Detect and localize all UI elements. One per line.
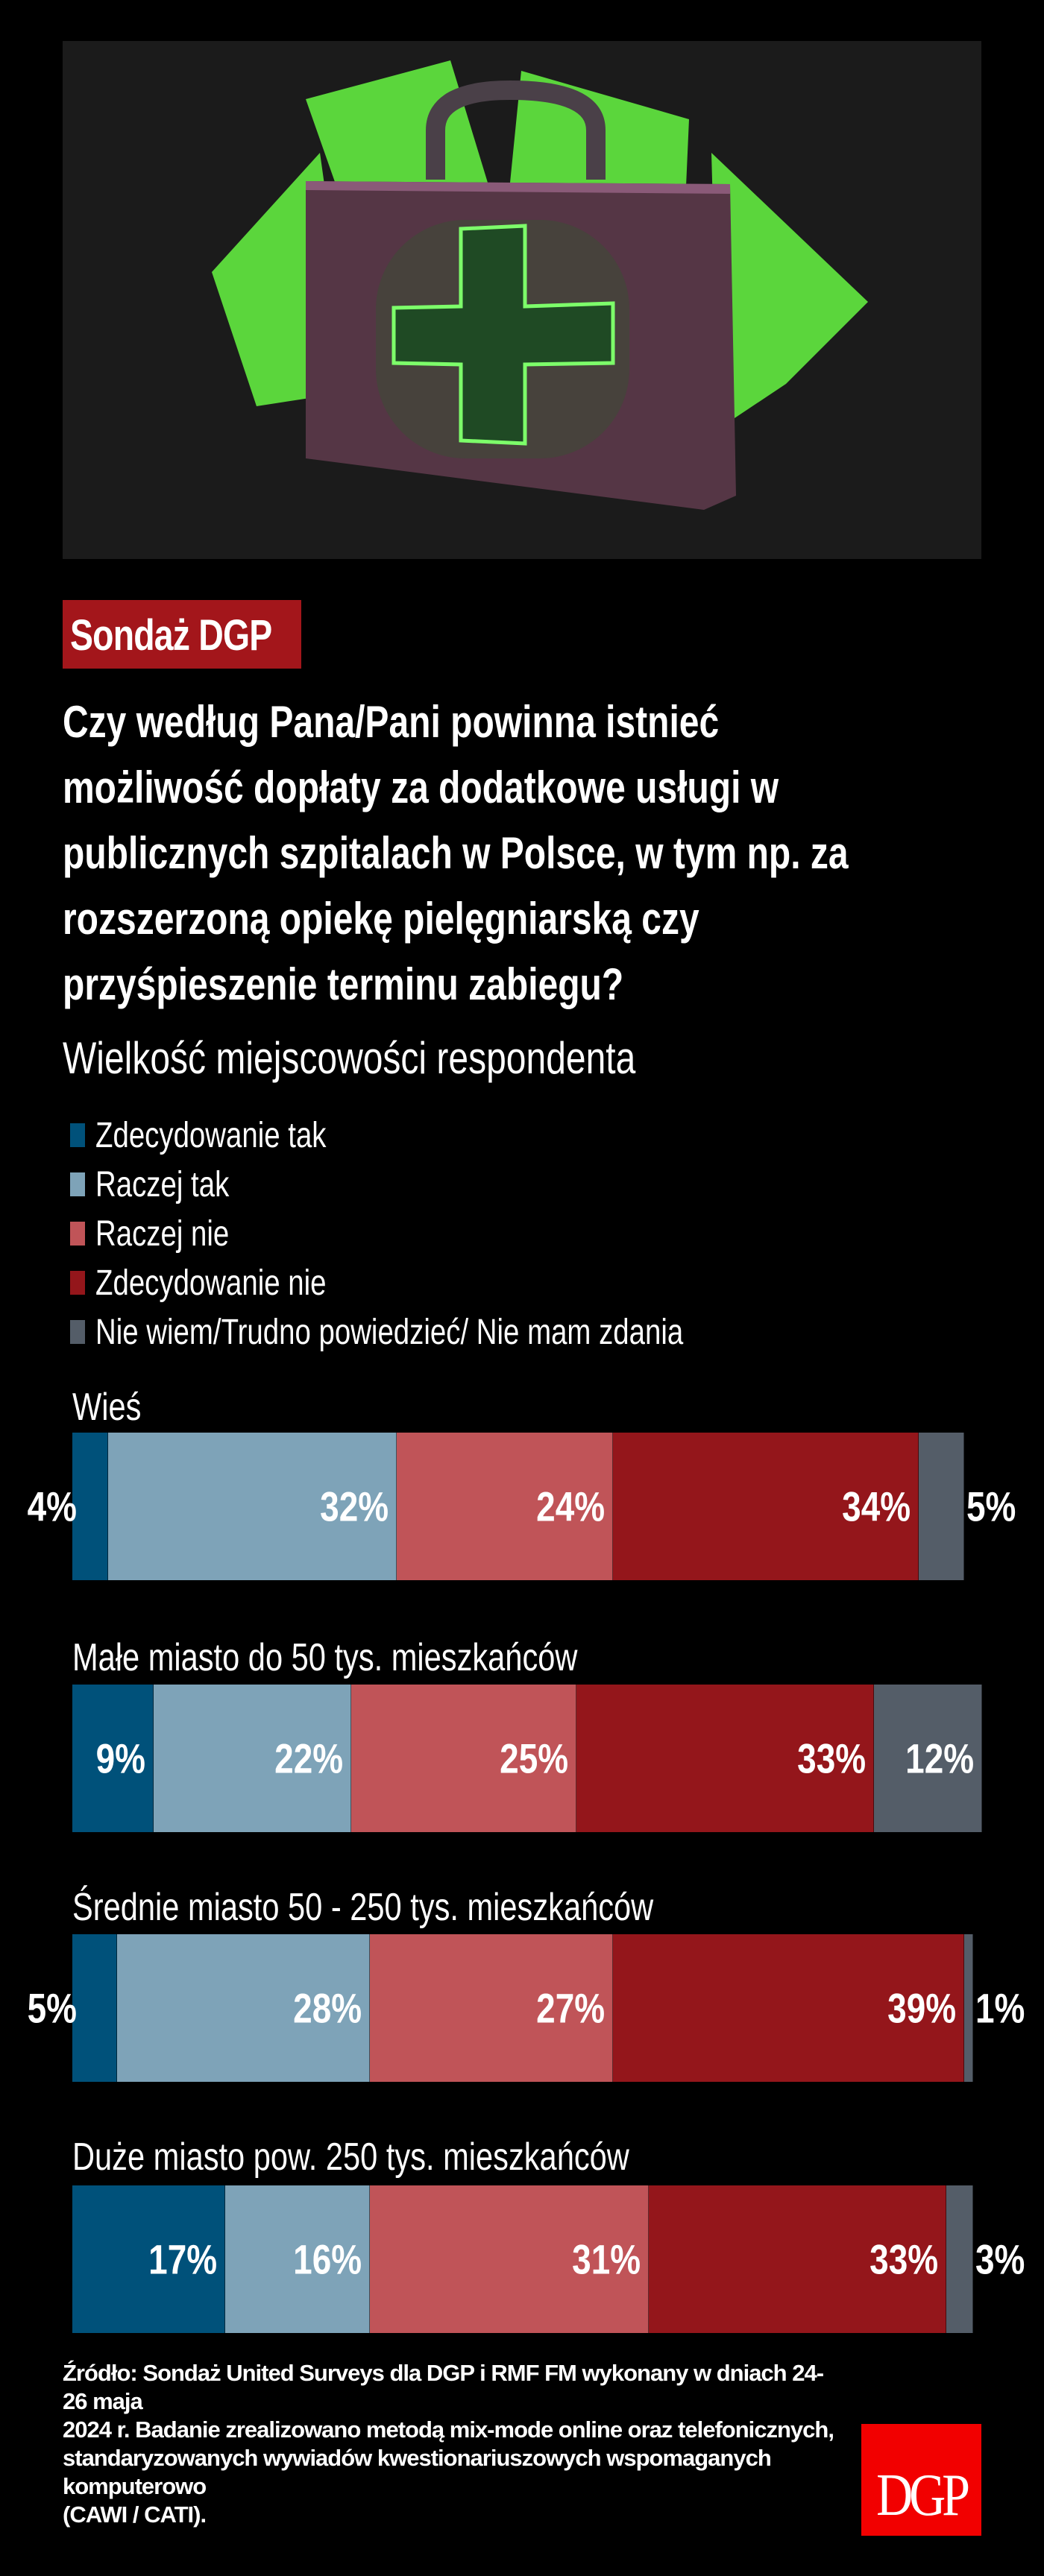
value-label: 27% [535, 1984, 605, 2032]
value-label: 16% [292, 2235, 362, 2283]
value-label: 3% [975, 2235, 1025, 2283]
bar-row: 17% 16% 31% 33% 3% [72, 2185, 1025, 2333]
value-label: 31% [572, 2235, 641, 2283]
question-title: Czy według Pana/Pani powinna istnieć moż… [63, 697, 849, 1009]
value-label: 28% [292, 1984, 362, 2032]
chart-subtitle: Wielkość miejscowości respondenta [63, 1033, 636, 1083]
bar-segment: 4% [28, 1433, 109, 1580]
category-label: Wieś [72, 1386, 142, 1429]
bar-segment: 3% [946, 2185, 1025, 2333]
bar-segment: 9% [72, 1685, 154, 1832]
value-label: 25% [500, 1734, 569, 1782]
bar-segment: 22% [153, 1685, 352, 1832]
legend-item: Raczej nie [70, 1209, 830, 1258]
legend-item: Nie wiem/Trudno powiedzieć/ Nie mam zdan… [70, 1307, 830, 1357]
legend-item: Raczej tak [70, 1160, 830, 1209]
category-label: Średnie miasto 50 - 250 tys. mieszkańców [72, 1886, 654, 1929]
bar-segment: 34% [612, 1433, 919, 1580]
category-label: Małe miasto do 50 tys. mieszkańców [72, 1636, 578, 1679]
legend-swatch [70, 1320, 85, 1344]
legend-label: Zdecydowanie nie [95, 1263, 327, 1303]
value-label: 5% [966, 1483, 1016, 1530]
legend-label: Zdecydowanie tak [95, 1115, 327, 1155]
cross-icon [392, 224, 615, 446]
value-label: 4% [27, 1483, 77, 1530]
value-label: 24% [535, 1483, 605, 1530]
bar-segment: 33% [576, 1685, 875, 1832]
bar-segment: 1% [963, 1934, 1025, 2082]
legend: Zdecydowanie tak Raczej tak Raczej nie Zdec… [70, 1111, 830, 1357]
legend-swatch [70, 1172, 85, 1196]
bar-segment: 25% [351, 1685, 577, 1832]
bar-segment: 28% [117, 1934, 370, 2082]
value-label: 39% [887, 1984, 956, 2032]
value-label: 32% [319, 1483, 389, 1530]
bar-segment: 24% [396, 1433, 613, 1580]
value-label: 34% [842, 1483, 911, 1530]
legend-item: Zdecydowanie tak [70, 1111, 830, 1160]
bar-segment: 32% [108, 1433, 397, 1580]
bar-row: 5% 28% 27% 39% 1% [28, 1934, 1025, 2082]
bar-segment: 5% [28, 1934, 118, 2082]
category-label: Duże miasto pow. 250 tys. mieszkańców [72, 2135, 629, 2179]
bar-segment: 5% [919, 1433, 1016, 1580]
value-label: 33% [797, 1734, 867, 1782]
value-label: 12% [905, 1734, 975, 1782]
bar-segment: 33% [649, 2185, 946, 2333]
bar-segment: 17% [72, 2185, 226, 2333]
legend-label: Raczej nie [95, 1213, 230, 1254]
bar-segment: 16% [225, 2185, 370, 2333]
bar-segment: 27% [369, 1934, 613, 2082]
dgp-logo: DGP [861, 2424, 981, 2536]
survey-badge: Sondaż DGP [63, 600, 301, 669]
bar-row: 9% 22% 25% 33% 12% [72, 1685, 983, 1832]
bar-segment: 39% [612, 1934, 964, 2082]
hero-illustration [63, 41, 981, 559]
legend-swatch [70, 1123, 85, 1147]
value-label: 9% [95, 1734, 145, 1782]
bar-segment: 31% [369, 2185, 650, 2333]
value-label: 22% [274, 1734, 344, 1782]
legend-swatch [70, 1222, 85, 1246]
bar-segment: 12% [874, 1685, 983, 1832]
bar-row: 4% 32% 24% 34% 5% [28, 1433, 1016, 1580]
source-note: Źródło: Sondaż United Surveys dla DGP i … [63, 2360, 834, 2528]
value-label: 17% [148, 2235, 218, 2283]
legend-swatch [70, 1271, 85, 1295]
handle-icon [426, 80, 606, 180]
legend-item: Zdecydowanie nie [70, 1258, 830, 1307]
value-label: 33% [869, 2235, 938, 2283]
value-label: 5% [27, 1984, 77, 2032]
legend-label: Raczej tak [95, 1164, 230, 1205]
legend-label: Nie wiem/Trudno powiedzieć/ Nie mam zdan… [95, 1312, 684, 1352]
value-label: 1% [975, 1984, 1025, 2032]
